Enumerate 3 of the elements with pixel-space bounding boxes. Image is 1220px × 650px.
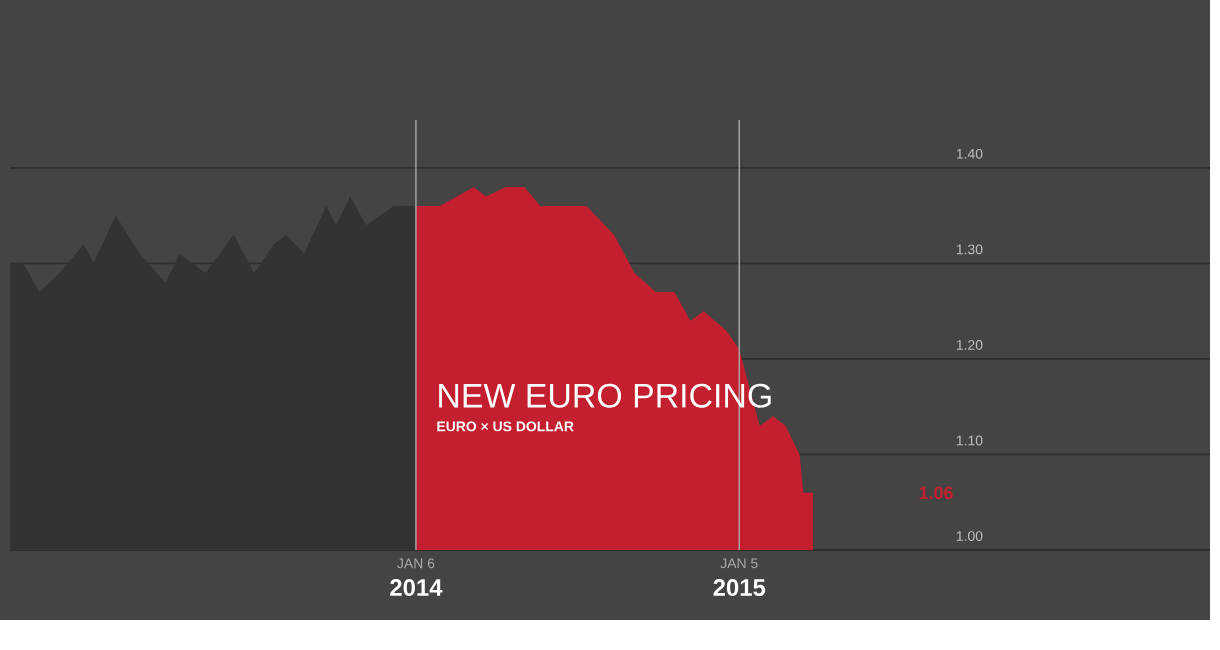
annotation: 1.06	[919, 486, 953, 500]
x-tick-label: 2015	[713, 579, 766, 596]
x-tick-label: 2014	[390, 579, 443, 596]
